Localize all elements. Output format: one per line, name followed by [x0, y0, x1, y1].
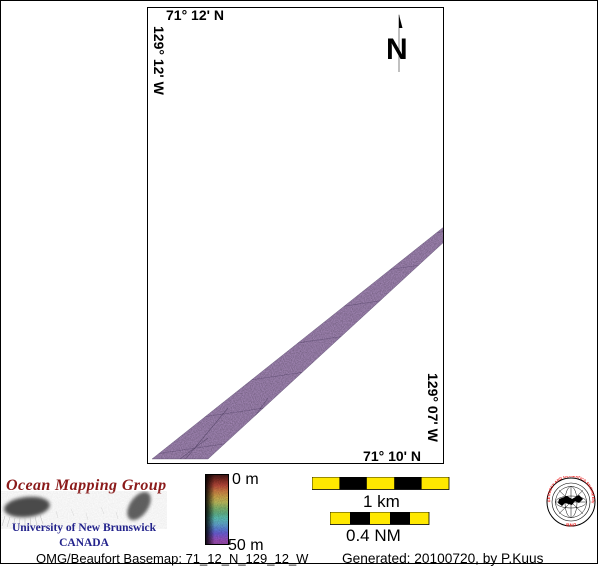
svg-text:UNB: UNB	[565, 522, 576, 528]
